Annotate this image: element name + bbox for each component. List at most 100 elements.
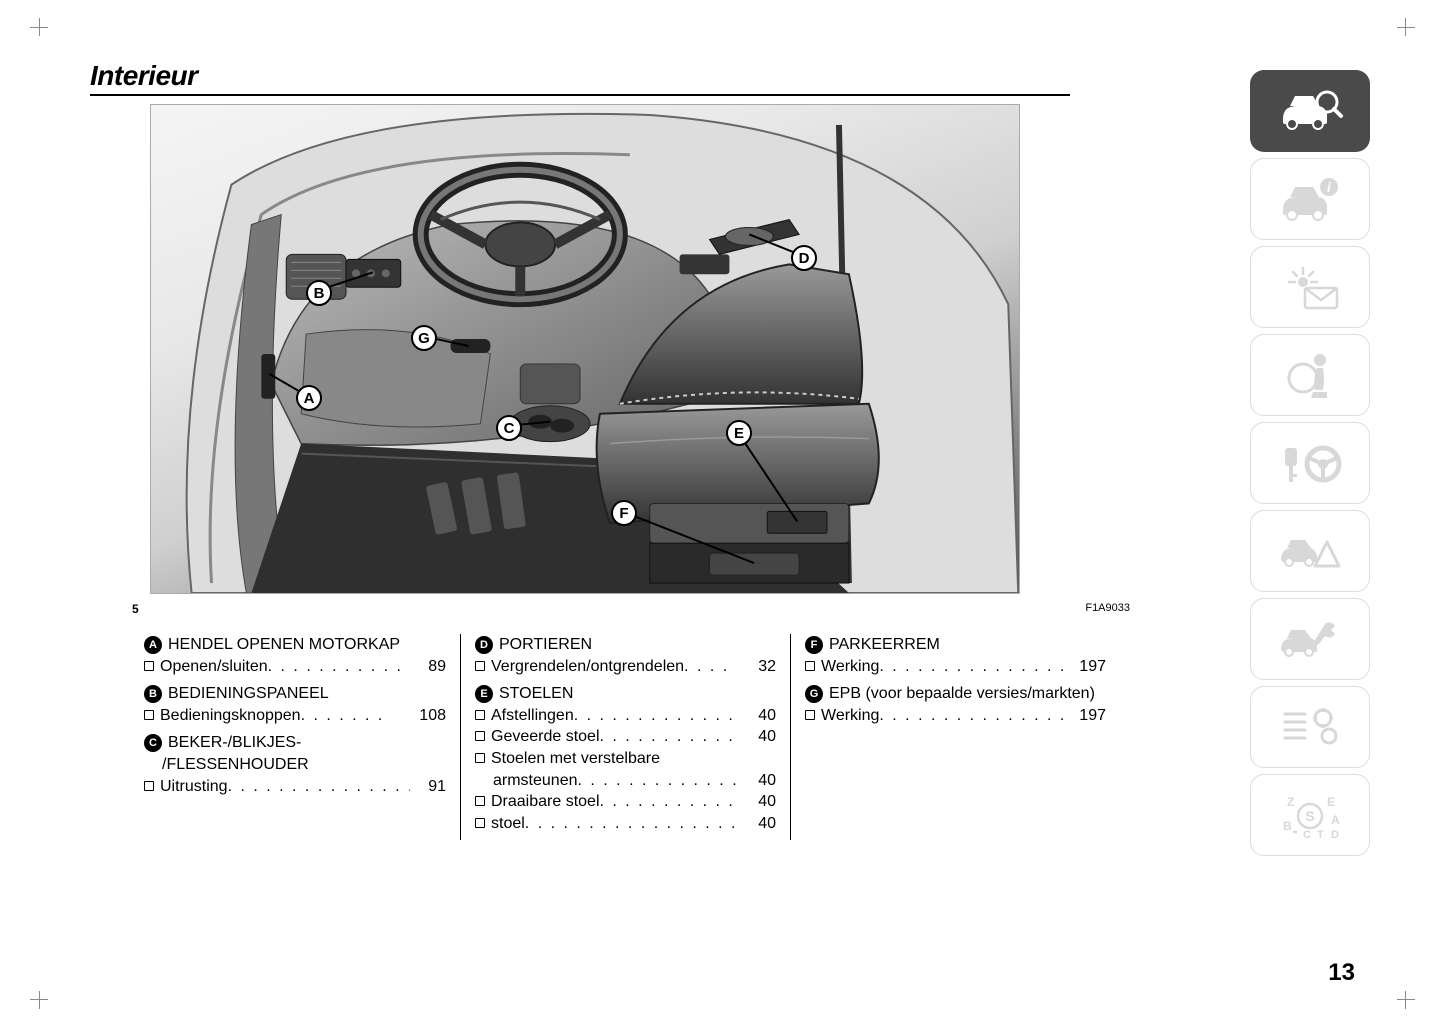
index-subline: Openen/sluiten . . . . . . . . . . . . 8… [144, 656, 446, 678]
entry-letter: B [144, 685, 162, 703]
leader-dots: . . . . . . . . . . . . [600, 726, 740, 748]
svg-text:C: C [1303, 829, 1311, 841]
svg-text:B: B [1283, 819, 1292, 833]
crop-mark [30, 18, 50, 38]
tab-lights[interactable] [1250, 246, 1370, 328]
leader-dots: . . . . . . . . . . . . . . . [879, 705, 1070, 727]
index-col-2: D PORTIEREN Vergrendelen/ontgrendelen . … [460, 634, 790, 840]
car-magnify-icon [1275, 84, 1345, 139]
entry-title: BEDIENINGSPANEEL [168, 683, 329, 705]
callout-D: D [791, 245, 817, 271]
tab-info[interactable]: i [1250, 158, 1370, 240]
entry-title: BEKER-/BLIKJES- [168, 732, 301, 754]
index-entry: G EPB (voor bepaalde versies/markten) We… [805, 683, 1106, 726]
page-ref: 40 [740, 705, 776, 727]
sub-text: Werking [821, 656, 879, 678]
bullet-icon [144, 710, 154, 720]
lights-message-icon [1275, 260, 1345, 315]
svg-text:E: E [1327, 795, 1335, 809]
leader-dots: . . . . . . . . . . . . [268, 656, 410, 678]
entry-letter: A [144, 636, 162, 654]
tab-emergency[interactable] [1250, 510, 1370, 592]
index-subline: Geveerde stoel . . . . . . . . . . . . 4… [475, 726, 776, 748]
entry-letter: D [475, 636, 493, 654]
bullet-icon [475, 753, 485, 763]
sub-text: Geveerde stoel [491, 726, 600, 748]
page-ref: 108 [410, 705, 446, 727]
sub-text: Stoelen met verstelbare [491, 748, 776, 770]
entry-letter: G [805, 685, 823, 703]
svg-text:D: D [1331, 829, 1339, 841]
tab-specs[interactable] [1250, 686, 1370, 768]
tab-alpha-index[interactable]: Z E B A C T D S [1250, 774, 1370, 856]
index-entry: E STOELEN Afstellingen . . . . . . . . .… [475, 683, 776, 834]
bullet-icon [805, 661, 815, 671]
index-subline: stoel . . . . . . . . . . . . . . . . . … [475, 813, 776, 835]
tab-driving[interactable] [1250, 422, 1370, 504]
sub-text: armsteunen [493, 770, 578, 792]
tab-overview[interactable] [1250, 70, 1370, 152]
tab-maintenance[interactable] [1250, 598, 1370, 680]
bullet-icon [475, 818, 485, 828]
index-subline: Afstellingen . . . . . . . . . . . . . 4… [475, 705, 776, 727]
leader-dots: . . . . . . . . . . . . . . [578, 770, 741, 792]
index-subline: Bedieningsknoppen . . . . . . . 108 [144, 705, 446, 727]
index-entry: F PARKEERREM Werking . . . . . . . . . .… [805, 634, 1106, 677]
entry-title: PARKEERREM [829, 634, 940, 656]
bullet-icon [475, 710, 485, 720]
callout-A: A [296, 385, 322, 411]
car-wrench-icon [1275, 612, 1345, 667]
index-entry: B BEDIENINGSPANEEL Bedieningsknoppen . .… [144, 683, 446, 726]
leader-dots: . . . . . . . . . . . . . [574, 705, 740, 727]
index-subline: Uitrusting . . . . . . . . . . . . . . .… [144, 776, 446, 798]
figure-code: F1A9033 [1085, 602, 1130, 614]
page-ref: 91 [410, 776, 446, 798]
sub-text: Bedieningsknoppen [160, 705, 301, 727]
sub-text: Werking [821, 705, 879, 727]
figure-number: 5 [132, 602, 139, 616]
crop-mark [1395, 18, 1415, 38]
section-tabs: i [1250, 70, 1370, 856]
interior-illustration: A B C D E F G [150, 104, 1020, 594]
bullet-icon [144, 661, 154, 671]
sub-text: Uitrusting [160, 776, 228, 798]
alpha-index-icon: Z E B A C T D S [1275, 788, 1345, 843]
callout-F: F [611, 500, 637, 526]
page-ref: 89 [410, 656, 446, 678]
page-ref: 40 [740, 813, 776, 835]
leader-dots: . . . . . . . . . . . . . . . . [228, 776, 410, 798]
list-gears-icon [1275, 700, 1345, 755]
svg-text:S: S [1305, 808, 1314, 824]
page-ref: 197 [1070, 656, 1106, 678]
page-ref: 40 [740, 791, 776, 813]
index-subline: Stoelen met verstelbare [475, 748, 776, 770]
airbag-icon [1275, 348, 1345, 403]
leader-dots: . . . . . . . . . . . . . . . . . . . [525, 813, 740, 835]
sub-text: Afstellingen [491, 705, 574, 727]
bullet-icon [475, 661, 485, 671]
bullet-icon [144, 781, 154, 791]
entry-letter: C [144, 734, 162, 752]
car-info-icon: i [1275, 172, 1345, 227]
tab-safety[interactable] [1250, 334, 1370, 416]
interior-svg [151, 105, 1019, 593]
leader-dots: . . . . . . . . . . . . [600, 791, 741, 813]
index-entry: D PORTIEREN Vergrendelen/ontgrendelen . … [475, 634, 776, 677]
callout-G: G [411, 325, 437, 351]
sub-text: stoel [491, 813, 525, 835]
svg-text:A: A [1331, 813, 1340, 827]
bullet-icon [475, 731, 485, 741]
sub-text: Draaibare stoel [491, 791, 600, 813]
entry-title: STOELEN [499, 683, 573, 705]
figure-container: A B C D E F G 5 F1A9033 [150, 104, 1130, 594]
index-subline: Draaibare stoel . . . . . . . . . . . . … [475, 791, 776, 813]
crop-mark [30, 989, 50, 1009]
sub-text: Vergrendelen/ontgrendelen [491, 656, 684, 678]
crop-mark [1395, 989, 1415, 1009]
callout-B: B [306, 280, 332, 306]
car-triangle-icon [1275, 524, 1345, 579]
index-subline: armsteunen . . . . . . . . . . . . . . 4… [475, 770, 776, 792]
index-col-1: A HENDEL OPENEN MOTORKAP Openen/sluiten … [130, 634, 460, 840]
entry-letter: F [805, 636, 823, 654]
page-ref: 40 [740, 770, 776, 792]
